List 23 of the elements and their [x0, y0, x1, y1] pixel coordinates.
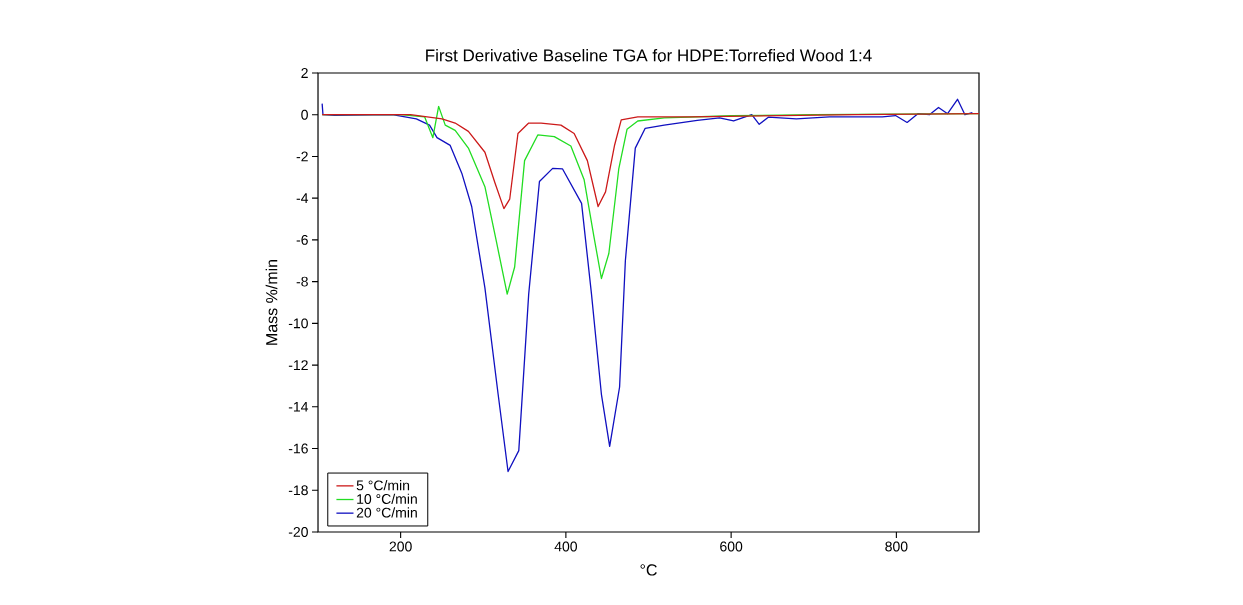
y-tick-label: 2 — [301, 68, 308, 78]
x-tick-label: 800 — [885, 541, 908, 552]
line-series — [321, 98, 974, 473]
y-tick-label: -18 — [288, 485, 308, 496]
chart-title: First Derivative Baseline TGA for HDPE:Torrefied Wood 1:4 — [426, 48, 872, 62]
x-tick-label: 600 — [720, 541, 743, 552]
y-tick-label: 0 — [301, 109, 308, 120]
legend-label: 5 °C/min — [356, 480, 410, 491]
y-tick-label: -14 — [288, 401, 309, 412]
y-tick-label: -6 — [296, 234, 308, 245]
x-axis-title: °C — [640, 564, 657, 576]
y-tick-label: -10 — [288, 318, 308, 329]
legend-label: 10 °C/min — [357, 493, 417, 504]
y-axis-title: Mass %/min — [265, 259, 278, 345]
y-tick-label: -20 — [288, 527, 308, 537]
y-tick-label: -2 — [296, 151, 308, 162]
y-tick-label: -16 — [288, 443, 308, 454]
y-tick-label: -12 — [288, 360, 308, 370]
legend-label: 20 °C/min — [356, 507, 417, 518]
y-tick-label: -4 — [296, 193, 309, 203]
y-tick-label: -8 — [296, 276, 308, 287]
x-tick-label: 200 — [389, 541, 412, 552]
x-tick-label: 400 — [554, 541, 578, 552]
